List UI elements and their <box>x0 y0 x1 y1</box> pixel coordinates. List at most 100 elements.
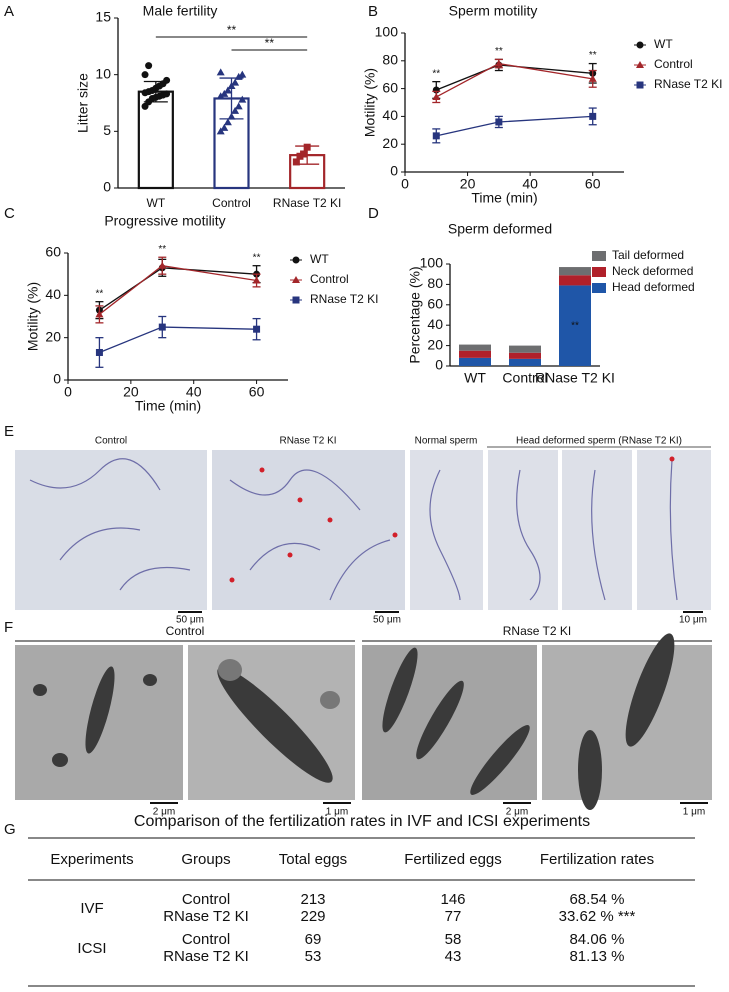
micrograph <box>15 450 207 610</box>
scale-label: 2 μm <box>153 807 175 818</box>
marker <box>95 310 104 318</box>
y-tick-label: 0 <box>390 163 398 179</box>
marker <box>494 59 503 67</box>
marker <box>636 81 644 89</box>
significance: ** <box>96 288 104 299</box>
series-line <box>436 64 593 91</box>
bar-segment <box>559 267 591 276</box>
scale-label: 50 μm <box>176 615 204 626</box>
table-group: IVF <box>80 900 103 917</box>
image-label: Control <box>95 436 127 447</box>
y-tick-label: 60 <box>382 79 398 95</box>
x-tick-label: WT <box>147 196 166 210</box>
tem-sketch <box>33 633 675 810</box>
image-label: Normal sperm <box>415 436 478 447</box>
legend-label: WT <box>654 37 673 51</box>
bar-segment <box>559 285 591 366</box>
significance: ** <box>227 23 237 37</box>
x-tick-label: 0 <box>401 176 409 192</box>
marker <box>589 112 597 120</box>
group-label: RNase T2 KI <box>503 624 571 638</box>
scale-label: 2 μm <box>506 807 528 818</box>
panel-letter: F <box>4 619 13 636</box>
scale-label: 50 μm <box>373 615 401 626</box>
legend-swatch <box>592 283 606 293</box>
scale-label: 1 μm <box>683 807 705 818</box>
marker <box>292 158 300 166</box>
x-tick-label: 40 <box>522 176 538 192</box>
marker <box>220 123 229 131</box>
table-cell: 146 <box>440 891 465 908</box>
micrograph <box>488 450 558 610</box>
table-cell: 69 <box>305 931 322 948</box>
panel-letter: E <box>4 423 14 440</box>
series-line <box>99 267 257 311</box>
image-label: Head deformed sperm (RNase T2 KI) <box>516 436 682 447</box>
legend-swatch <box>592 251 606 261</box>
significance: ** <box>571 320 579 331</box>
significance: ** <box>495 46 503 57</box>
chart-title: Progressive motility <box>104 213 225 229</box>
x-tick-label: Control <box>502 370 547 386</box>
marker <box>238 70 247 78</box>
marker <box>223 86 232 94</box>
table-header: Fertilized eggs <box>404 851 502 868</box>
y-tick-label: 0 <box>103 179 111 195</box>
table-cell: 77 <box>445 908 462 925</box>
panel-letter: A <box>4 3 14 20</box>
bar-segment <box>459 350 491 358</box>
table-cell: 81.13 % <box>569 948 624 965</box>
micrograph <box>212 450 405 610</box>
marker <box>495 118 503 126</box>
legend-label: RNase T2 KI <box>310 292 378 306</box>
y-tick-label: 40 <box>382 107 398 123</box>
table-cell: 58 <box>445 931 462 948</box>
chart-title: Male fertility <box>143 3 218 19</box>
y-axis-label: Motility (%) <box>25 282 41 351</box>
table-group: ICSI <box>77 940 106 957</box>
marker <box>636 41 644 49</box>
scale-label: 1 μm <box>326 807 348 818</box>
table-cell: 213 <box>300 891 325 908</box>
x-tick-label: 60 <box>585 176 601 192</box>
x-tick-label: 0 <box>64 384 72 400</box>
scale-label: 10 μm <box>679 615 707 626</box>
series-line <box>99 326 257 354</box>
significance: ** <box>589 50 597 61</box>
micrograph <box>637 450 711 610</box>
table-header: Fertilization rates <box>540 851 654 868</box>
marker <box>252 276 261 284</box>
marker <box>292 276 300 283</box>
table-cell: 53 <box>305 948 322 965</box>
panel-letter: C <box>4 205 15 222</box>
marker <box>163 76 171 84</box>
marker <box>234 102 243 110</box>
marker <box>95 348 103 356</box>
y-tick-label: 80 <box>382 52 398 68</box>
legend-label: Tail deformed <box>612 248 684 262</box>
y-tick-label: 40 <box>45 286 61 302</box>
legend-label: RNase T2 KI <box>654 77 722 91</box>
series-line <box>436 115 593 137</box>
x-tick-label: RNase T2 KI <box>535 370 615 386</box>
bar-segment <box>509 345 541 353</box>
significance: ** <box>432 68 440 79</box>
y-tick-label: 10 <box>95 65 111 81</box>
marker <box>292 296 300 304</box>
x-tick-label: 40 <box>186 384 202 400</box>
significance: ** <box>158 244 166 255</box>
marker <box>432 132 440 140</box>
marker <box>158 261 167 269</box>
table-header: Groups <box>181 851 230 868</box>
y-tick-label: 60 <box>45 244 61 260</box>
table-header: Total eggs <box>279 851 347 868</box>
x-axis-label: Time (min) <box>471 190 537 206</box>
marker <box>636 61 644 68</box>
table-cell: RNase T2 KI <box>163 948 249 965</box>
x-tick-label: 60 <box>249 384 265 400</box>
table-cell: RNase T2 KI <box>163 908 249 925</box>
marker <box>300 150 308 158</box>
table-cell: 43 <box>445 948 462 965</box>
bar-segment <box>509 352 541 359</box>
legend-label: Control <box>310 272 349 286</box>
